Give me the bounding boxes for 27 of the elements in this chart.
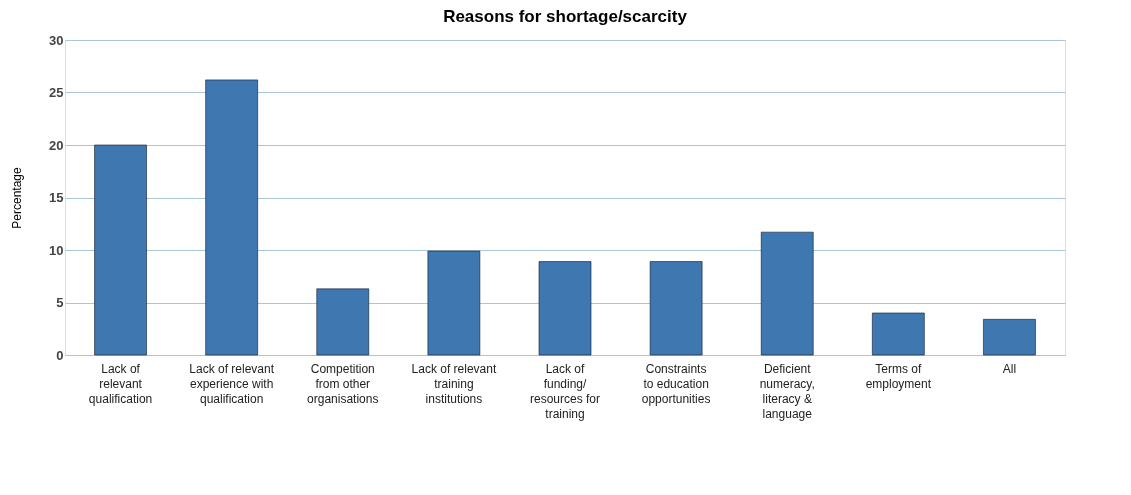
y-tick-label: 20: [49, 137, 64, 153]
y-tick-label: 25: [49, 85, 64, 100]
bar: [872, 312, 925, 356]
x-tick-label: Terms of employment: [865, 361, 932, 391]
x-tick-label: Lack of funding/ resources for training: [529, 361, 601, 421]
bar: [205, 79, 258, 356]
x-tick-label: Lack of relevant experience with qualification: [189, 361, 275, 406]
bar: [316, 288, 370, 356]
x-tick-label: Lack of relevant qualification: [88, 361, 153, 406]
x-tick-label: All: [1002, 361, 1017, 376]
y-tick-label: 0: [56, 347, 64, 363]
y-tick-label: 15: [49, 190, 64, 205]
bar: [427, 250, 481, 356]
bar: [538, 261, 592, 356]
x-tick-label: Competition from other organisations: [307, 361, 379, 406]
bar: [649, 261, 703, 356]
y-axis-title: Percentage: [10, 166, 25, 229]
chart-title: Reasons for shortage/scarcity: [443, 7, 688, 26]
bar: [94, 144, 147, 356]
x-tick-label: Constraints to education opportunities: [641, 361, 711, 406]
x-tick-label: Deficient numeracy, literacy & language: [759, 361, 815, 421]
y-tick-label: 30: [49, 32, 64, 48]
bar: [760, 231, 814, 356]
y-tick-label: 10: [49, 242, 64, 258]
y-tick-label: 5: [56, 295, 64, 310]
x-tick-label: Lack of relevant training institutions: [411, 361, 497, 406]
bar: [983, 319, 1036, 356]
